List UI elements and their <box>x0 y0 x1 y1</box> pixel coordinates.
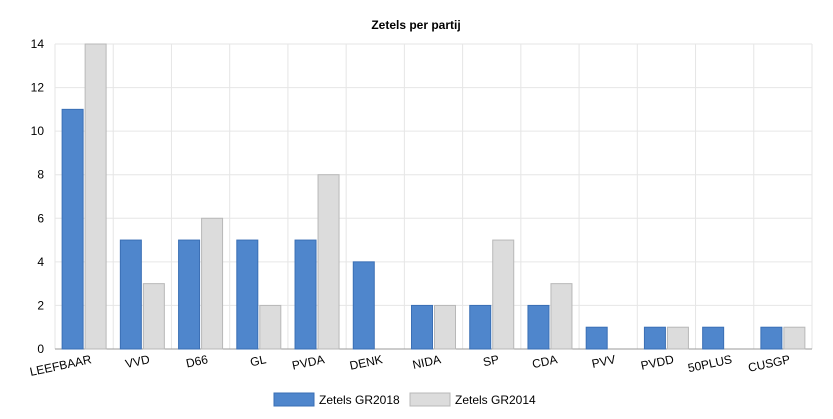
y-tick-label: 12 <box>31 81 45 95</box>
bar-gr2014[interactable] <box>142 283 165 350</box>
bar-gr2018[interactable] <box>643 326 666 350</box>
x-tick-label: PVV <box>590 352 616 371</box>
x-tick-label: D66 <box>185 352 210 370</box>
legend-item-gr2018[interactable]: Zetels GR2018 <box>273 392 400 407</box>
bar-gr2018[interactable] <box>411 304 433 350</box>
legend-label: Zetels GR2018 <box>319 393 400 407</box>
y-tick-label: 8 <box>37 168 44 182</box>
y-tick-label: 2 <box>37 298 44 312</box>
bar-gr2018[interactable] <box>469 304 492 350</box>
bar-gr2018[interactable] <box>585 326 608 350</box>
x-tick-label: LEEFBAAR <box>28 352 93 379</box>
bar-gr2018[interactable] <box>702 326 725 350</box>
legend-swatch <box>409 392 451 407</box>
chart-title: Zetels per partij <box>371 18 460 32</box>
y-axis-ticks: 0 2 4 6 8 10 12 14 <box>31 37 45 356</box>
bar-gr2014[interactable] <box>783 326 806 350</box>
x-tick-label: CDA <box>531 352 559 371</box>
bars <box>61 43 806 350</box>
x-tick-label: 50PLUS <box>687 352 734 375</box>
bar-gr2018[interactable] <box>119 239 142 350</box>
x-tick-label: CUSGP <box>747 352 792 375</box>
x-axis-labels: LEEFBAAR VVD D66 GL PVDA DENK NIDA SP CDA PVV PVDD… <box>28 352 791 379</box>
x-tick-label: DENK <box>348 352 384 373</box>
bar-gr2018[interactable] <box>760 326 783 350</box>
bar-gr2018[interactable] <box>294 239 317 350</box>
bar-gr2014[interactable] <box>259 304 282 350</box>
legend-label: Zetels GR2014 <box>455 393 536 407</box>
bar-gr2018[interactable] <box>61 108 84 350</box>
bar-gr2014[interactable] <box>434 304 456 350</box>
x-tick-label: PVDD <box>640 352 676 373</box>
bar-gr2014[interactable] <box>666 326 689 350</box>
bar-gr2014[interactable] <box>201 217 224 350</box>
legend[interactable]: Zetels GR2018 Zetels GR2014 <box>273 392 536 407</box>
y-tick-label: 0 <box>37 342 44 356</box>
bar-gr2014[interactable] <box>84 43 107 350</box>
x-tick-label: SP <box>482 352 501 369</box>
y-tick-label: 10 <box>31 124 45 138</box>
bar-gr2014[interactable] <box>492 239 515 350</box>
bar-gr2018[interactable] <box>236 239 259 350</box>
bar-gr2014[interactable] <box>317 174 340 350</box>
legend-swatch <box>273 392 315 407</box>
x-tick-label: PVDA <box>291 352 326 372</box>
x-tick-label: VVD <box>124 352 151 371</box>
y-tick-label: 6 <box>37 211 44 225</box>
legend-item-gr2014[interactable]: Zetels GR2014 <box>409 392 536 407</box>
bar-gr2018[interactable] <box>527 304 550 350</box>
y-tick-label: 4 <box>37 255 44 269</box>
x-tick-label: NIDA <box>411 352 442 372</box>
bar-gr2014[interactable] <box>550 283 573 350</box>
y-tick-label: 14 <box>31 37 45 51</box>
bar-gr2018[interactable] <box>178 239 201 350</box>
grid-lines <box>54 43 813 350</box>
x-tick-label: GL <box>249 352 268 369</box>
bar-gr2018[interactable] <box>352 261 375 350</box>
